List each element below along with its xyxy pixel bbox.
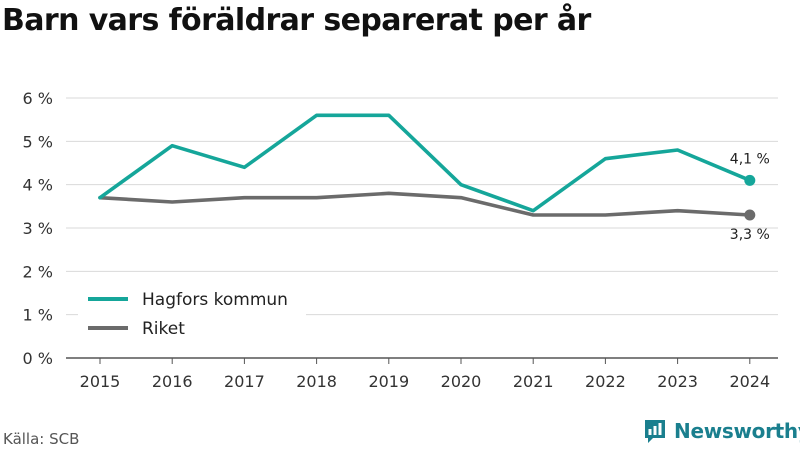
x-tick-label: 2015 <box>80 372 121 391</box>
series-line-riket <box>98 191 752 217</box>
y-tick-label: 5 % <box>23 132 53 151</box>
y-tick-label: 3 % <box>23 219 53 238</box>
x-tick-label: 2017 <box>224 372 265 391</box>
source-note: Källa: SCB <box>3 430 80 448</box>
x-tick-label: 2023 <box>657 372 698 391</box>
y-axis: 0 % 1 % 2 % 3 % 4 % 5 % 6 % <box>23 89 53 368</box>
series-end-point <box>744 209 756 221</box>
end-value-label: 3,3 % <box>730 227 770 243</box>
series-line-hagfors <box>98 113 752 213</box>
y-tick-label: 4 % <box>23 176 53 195</box>
gridlines <box>66 97 778 316</box>
x-tick-label: 2019 <box>368 372 409 391</box>
series-layer: 3,3 % 4,1 % <box>98 113 770 243</box>
x-axis: 2015 2016 2017 2018 2019 2020 2021 2022 2023 2024 <box>66 357 778 391</box>
y-tick-label: 1 % <box>23 306 53 325</box>
x-tick-label: 2016 <box>152 372 193 391</box>
brand-name: Newsworthy <box>674 419 800 443</box>
x-tick-label: 2022 <box>585 372 626 391</box>
x-tick-label: 2024 <box>729 372 770 391</box>
chart-title: Barn vars föräldrar separerat per år <box>2 3 591 38</box>
y-tick-label: 0 % <box>23 349 53 368</box>
legend-label: Hagfors kommun <box>142 290 288 310</box>
x-tick-label: 2020 <box>441 372 482 391</box>
series-end-point <box>744 174 756 186</box>
y-tick-label: 2 % <box>23 262 53 281</box>
y-tick-label: 6 % <box>23 89 53 108</box>
end-value-label: 4,1 % <box>730 151 770 167</box>
newsworthy-logo-icon <box>645 420 665 443</box>
legend: Hagfors kommun Riket <box>78 283 306 343</box>
x-tick-label: 2021 <box>513 372 554 391</box>
legend-label: Riket <box>142 319 185 339</box>
x-tick-label: 2018 <box>296 372 337 391</box>
legend-background <box>78 283 306 343</box>
brand-logo: Newsworthy <box>643 418 800 444</box>
